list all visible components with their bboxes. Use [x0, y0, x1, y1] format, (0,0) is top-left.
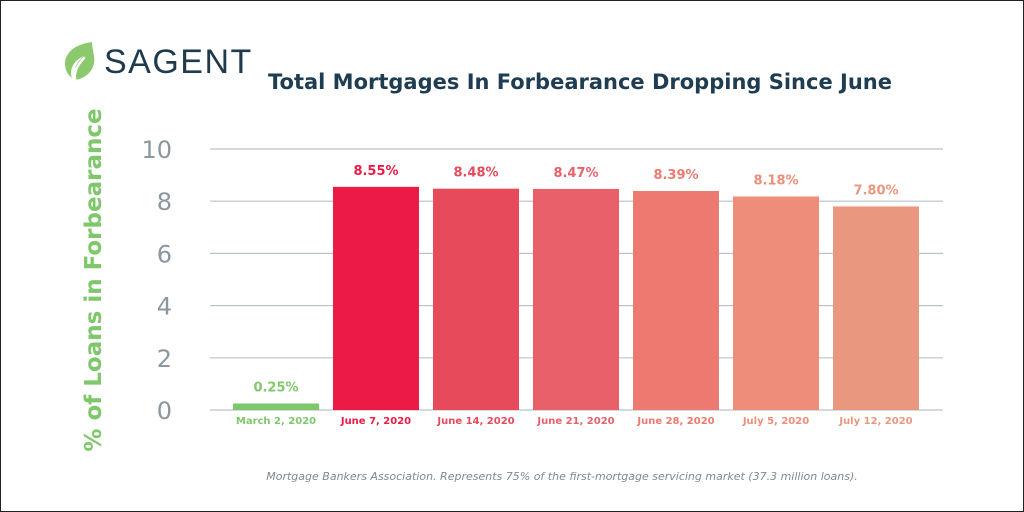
bar-5 [733, 196, 819, 410]
sagent-logo: SAGENT [62, 40, 253, 84]
y-tick-label-10: 10 [141, 136, 172, 164]
bar-6 [833, 206, 919, 410]
y-tick-label-6: 6 [157, 240, 172, 268]
data-label-1: 8.55% [353, 164, 398, 179]
x-tick-label-0: March 2, 2020 [236, 416, 316, 427]
y-tick-label-4: 4 [157, 293, 172, 321]
data-label-2: 8.48% [453, 166, 498, 181]
x-tick-label-6: July 12, 2020 [838, 416, 912, 427]
bar-0 [233, 403, 319, 410]
y-tick-label-2: 2 [157, 345, 172, 373]
y-tick-label-0: 0 [157, 397, 172, 425]
source-note: Mortgage Bankers Association. Represents… [266, 470, 858, 483]
chart-title: Total Mortgages In Forbearance Dropping … [268, 70, 892, 94]
y-tick-label-8: 8 [157, 188, 172, 216]
x-tick-label-1: June 7, 2020 [340, 416, 411, 427]
data-label-0: 0.25% [253, 380, 298, 395]
leaf-icon [65, 42, 95, 82]
data-label-6: 7.80% [853, 183, 898, 198]
data-label-5: 8.18% [753, 174, 798, 189]
x-tick-label-2: June 14, 2020 [436, 416, 514, 427]
x-tick-label-3: June 21, 2020 [536, 416, 614, 427]
bar-3 [533, 188, 619, 410]
bar-2 [433, 188, 519, 410]
data-label-4: 8.39% [653, 168, 698, 183]
data-label-3: 8.47% [553, 166, 598, 181]
x-tick-label-5: July 5, 2020 [742, 416, 809, 427]
bar-1 [333, 186, 419, 410]
bar-4 [633, 191, 719, 410]
x-tick-label-4: June 28, 2020 [636, 416, 714, 427]
brand-name: SAGENT [104, 42, 253, 81]
